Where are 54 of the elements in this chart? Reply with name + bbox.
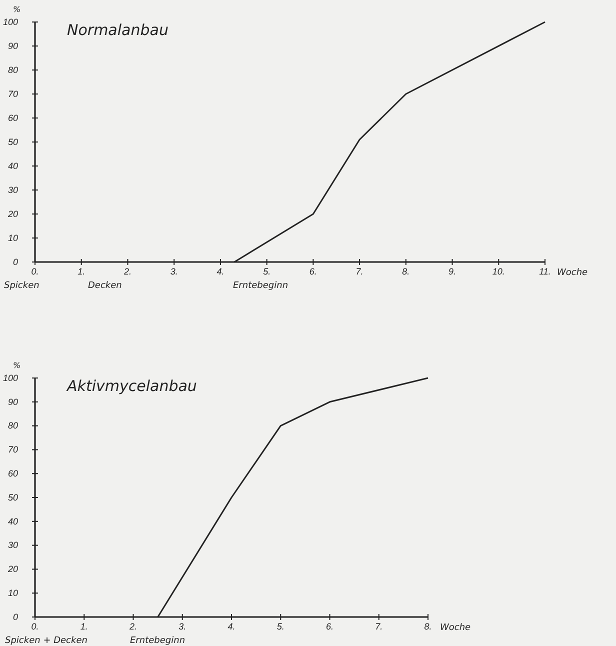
chart-title: Normalanbau: [67, 21, 168, 39]
y-tick-label: 50: [8, 492, 18, 502]
y-tick-label: 100: [2, 16, 18, 27]
x-tick-label: 4.: [228, 621, 236, 632]
y-tick-label: 30: [8, 184, 18, 195]
x-tick-label: 8.: [402, 266, 410, 276]
y-tick-label: 40: [8, 516, 18, 526]
y-axis-title: %: [13, 5, 21, 14]
x-tick-label: 7.: [356, 266, 364, 276]
y-tick-label: 0: [12, 256, 18, 267]
y-tick-label: 90: [8, 396, 18, 407]
chart-title: Aktivmycelanbau: [66, 377, 197, 395]
text: Decken: [88, 281, 122, 291]
x-axis-title: Woche: [440, 623, 472, 633]
y-tick-label: 80: [8, 420, 18, 431]
y-tick-label: 50: [8, 136, 18, 147]
x-tick-label: 11.: [539, 266, 551, 276]
x-tick-label: 4.: [216, 266, 224, 276]
y-axis-title: %: [13, 361, 21, 370]
text: Spicken: [4, 281, 40, 291]
y-tick-label: 70: [8, 444, 18, 455]
y-tick-label: 20: [6, 564, 18, 574]
x-tick-label: 2.: [128, 621, 138, 632]
y-tick-label: 40: [8, 160, 18, 171]
y-tick-label: 30: [8, 540, 18, 550]
x-tick-label: 1.: [78, 266, 86, 276]
x-tick-label: 7.: [375, 621, 383, 632]
text: Spicken + Decken: [5, 636, 88, 646]
x-tick-label: 9.: [448, 266, 456, 276]
y-tick-label: 10: [8, 232, 18, 243]
x-tick-label: 5.: [276, 621, 284, 632]
x-tick-label: 0.: [31, 621, 39, 632]
y-tick-label: 90: [8, 40, 18, 51]
y-tick-label: 10: [8, 588, 18, 598]
x-tick-label: 6.: [326, 621, 334, 632]
y-tick-label: 60: [8, 468, 18, 478]
x-tick-label: 0.: [31, 266, 39, 276]
text: Erntebeginn: [233, 281, 288, 291]
x-tick-label: 3.: [170, 266, 178, 276]
x-axis-title: Woche: [557, 268, 588, 278]
y-tick-label: 20: [6, 208, 18, 219]
y-tick-label: 60: [8, 112, 18, 123]
x-tick-label: 6.: [309, 266, 317, 276]
y-tick-label: 100: [2, 372, 18, 383]
y-tick-label: 0: [12, 612, 18, 622]
x-tick-label: 2.: [122, 266, 132, 276]
x-tick-label: 10.: [492, 266, 505, 276]
x-tick-label: 3.: [178, 621, 186, 632]
x-tick-label: 5.: [263, 266, 271, 276]
y-tick-label: 70: [8, 88, 18, 99]
x-tick-label: 8.: [424, 621, 432, 632]
y-tick-label: 80: [8, 64, 18, 75]
text: Erntebeginn: [130, 636, 186, 646]
x-tick-label: 1.: [80, 621, 88, 632]
